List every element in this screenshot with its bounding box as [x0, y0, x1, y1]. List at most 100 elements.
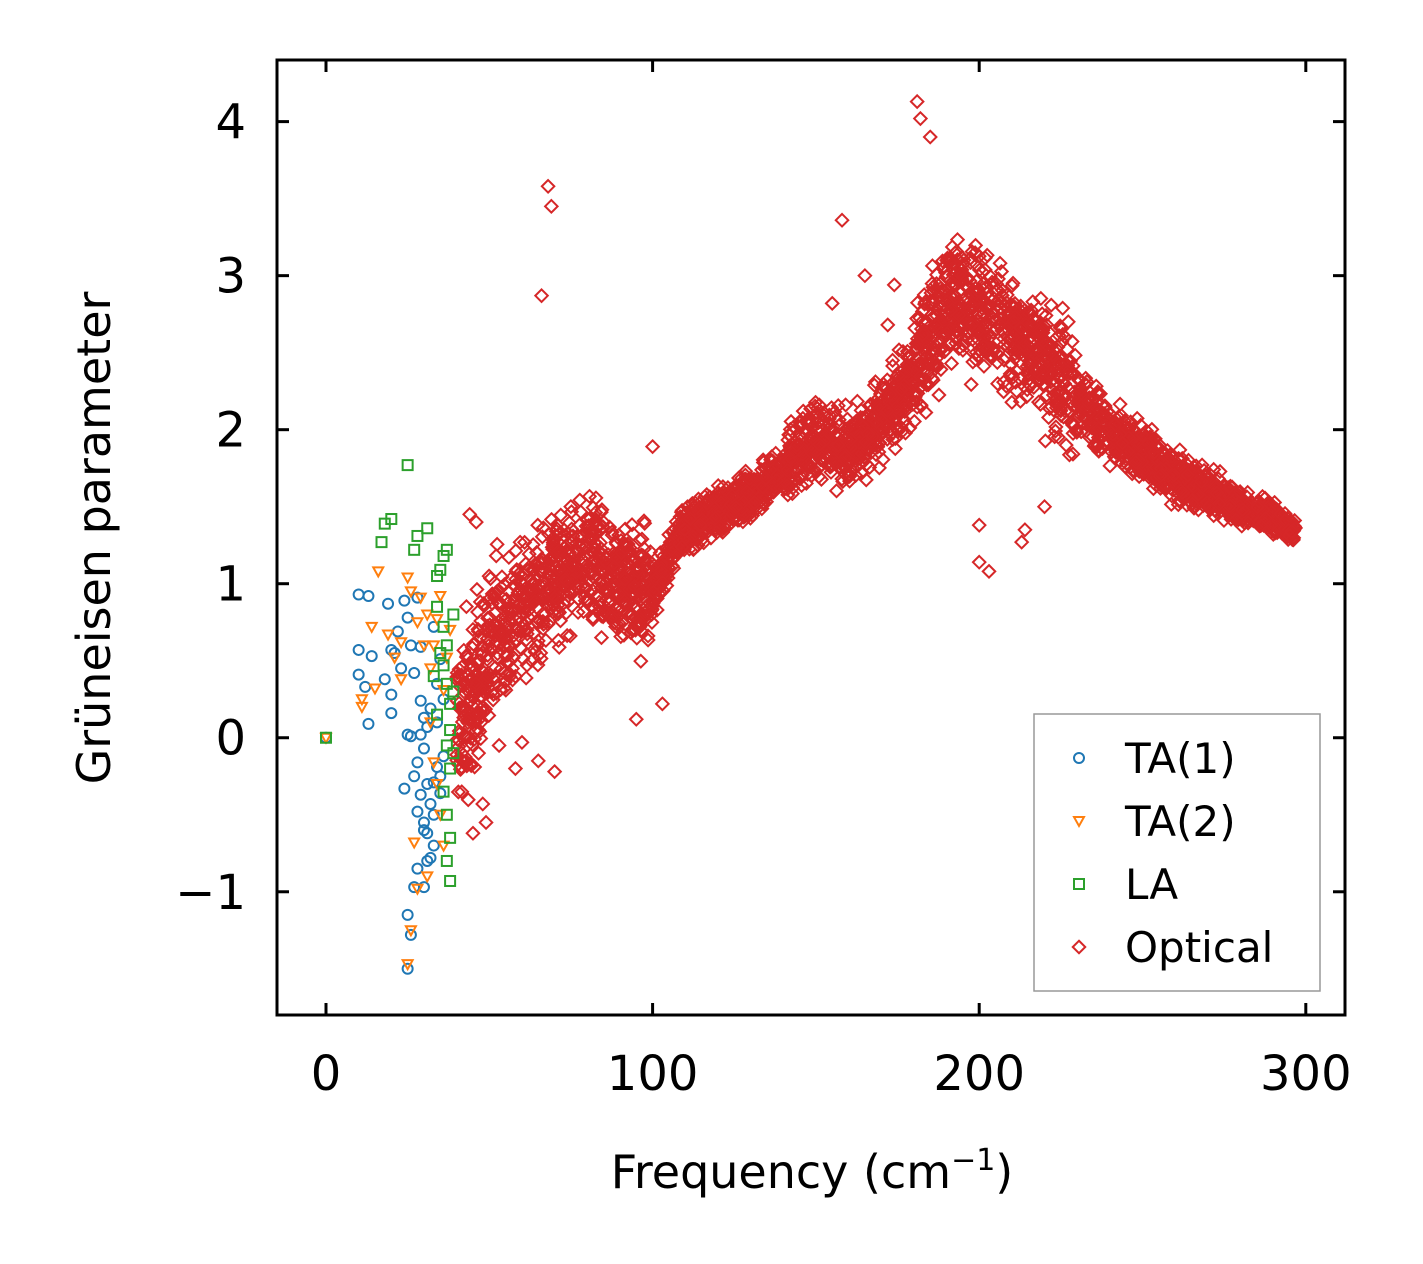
optical-point [529, 588, 545, 604]
optical-point [915, 313, 931, 329]
optical-point [502, 612, 518, 629]
la-point [434, 647, 447, 660]
optical-point [1040, 409, 1057, 426]
optical-point [1050, 363, 1067, 379]
optical-point [710, 503, 727, 520]
optical-point [965, 354, 981, 370]
ta1-point [424, 702, 437, 715]
la-point [444, 762, 457, 775]
optical-point [1146, 444, 1163, 460]
la-point [375, 536, 388, 549]
optical-point [551, 604, 568, 621]
optical-point [884, 352, 901, 368]
optical-point [771, 472, 788, 488]
optical-point [868, 414, 885, 430]
optical-point [634, 584, 651, 600]
optical-point [1194, 457, 1210, 473]
optical-point [559, 627, 575, 644]
optical-point [1107, 417, 1123, 433]
y-tick-label: 0 [215, 711, 246, 767]
optical-point [713, 495, 729, 511]
optical-point [834, 212, 850, 228]
optical-point [794, 417, 810, 433]
optical-point [647, 571, 664, 587]
optical-point [631, 617, 647, 633]
optical-point [867, 374, 884, 390]
optical-point [891, 342, 907, 358]
optical-point [544, 539, 560, 555]
optical-point [1035, 369, 1051, 385]
ta1-point [427, 776, 440, 789]
optical-point [1007, 309, 1023, 325]
optical-point [560, 588, 577, 604]
optical-point [628, 711, 644, 727]
ta2-point [387, 652, 402, 665]
optical-point [1080, 395, 1097, 411]
optical-point [508, 543, 524, 559]
optical-point [1235, 501, 1251, 518]
optical-point [501, 549, 517, 566]
la-point [434, 563, 447, 576]
optical-point [535, 561, 552, 577]
optical-point [892, 401, 908, 418]
optical-point [949, 231, 966, 248]
ta2-point [430, 778, 444, 792]
optical-point [573, 504, 589, 520]
ta1-point [424, 797, 437, 810]
optical-point [488, 548, 504, 564]
x-tick-label: 0 [311, 1046, 342, 1102]
optical-point [682, 511, 698, 527]
la-point [447, 608, 460, 621]
optical-point [1240, 515, 1256, 531]
optical-point [662, 534, 678, 550]
optical-point [684, 495, 701, 512]
optical-point [458, 649, 475, 665]
optical-point [979, 308, 995, 324]
optical-point [896, 413, 913, 430]
optical-point [1031, 342, 1047, 358]
optical-point [860, 426, 876, 442]
optical-point [475, 683, 492, 700]
optical-point [605, 569, 622, 585]
ta1-point [365, 650, 378, 663]
optical-point [755, 479, 771, 495]
optical-point [924, 347, 940, 364]
optical-point [998, 378, 1014, 394]
optical-point [640, 628, 656, 644]
optical-point [789, 437, 805, 453]
optical-point [971, 517, 987, 533]
optical-point [1060, 357, 1076, 374]
optical-point [562, 628, 578, 644]
optical-point [1172, 483, 1189, 499]
optical-point [505, 650, 522, 666]
optical-point [500, 638, 516, 654]
optical-point [643, 602, 660, 619]
optical-point [1052, 391, 1068, 408]
optical-point [484, 595, 501, 612]
optical-point [674, 539, 690, 555]
optical-point [593, 608, 610, 624]
la-point [444, 697, 457, 710]
optical-point [616, 627, 632, 643]
optical-point [636, 515, 653, 531]
optical-point [468, 514, 484, 530]
optical-point [1019, 388, 1035, 405]
optical-point [620, 536, 636, 552]
legend-marker [1072, 816, 1086, 829]
optical-point [577, 593, 594, 609]
optical-point [1112, 416, 1128, 432]
optical-point [480, 647, 496, 663]
optical-point [837, 450, 853, 466]
ta1-point [411, 805, 424, 818]
la-point [444, 724, 457, 737]
optical-point [1253, 517, 1269, 534]
optical-point [540, 178, 556, 194]
la-point [319, 731, 332, 744]
optical-point [644, 614, 660, 630]
optical-point [939, 326, 955, 342]
optical-point [1193, 474, 1210, 490]
optical-point [497, 674, 513, 691]
optical-point [862, 436, 878, 453]
ta2-point [400, 572, 415, 585]
optical-point [1023, 302, 1039, 318]
